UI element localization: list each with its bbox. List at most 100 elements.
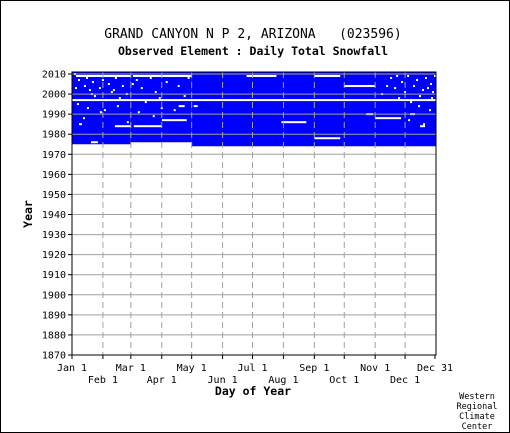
missing-day-63	[152, 115, 155, 118]
missing-day-19	[135, 79, 138, 82]
missing-day-1	[77, 79, 80, 82]
missing-day-24	[158, 97, 161, 100]
missing-gap-18	[90, 141, 98, 144]
y-tick-label: 1910	[42, 270, 66, 281]
y-tick-label: 1960	[42, 170, 66, 181]
missing-gap-7	[161, 119, 187, 122]
missing-day-5	[88, 89, 91, 92]
y-axis-ticks: 2010 2000 1990 1980 1970 1960 1950 1940 1930 1920…	[42, 70, 72, 362]
missing-day-25	[165, 81, 168, 84]
x-tick-label: Jul 1	[237, 363, 267, 374]
missing-day-32	[398, 97, 401, 100]
missing-day-59	[429, 109, 432, 112]
x-axis-ticks: Jan 1 Mar 1 May 1 Jul 1 Sep 1 Nov 1 Dec 31 Feb …	[57, 355, 453, 386]
grid-layer	[72, 72, 436, 355]
missing-gap-6	[133, 125, 162, 128]
missing-day-40	[422, 89, 425, 92]
x-tick-label: Mar 1	[116, 363, 146, 374]
y-tick-label: 1940	[42, 210, 66, 221]
missing-gap-15	[178, 105, 185, 108]
missing-day-57	[173, 109, 176, 112]
missing-day-14	[114, 77, 117, 80]
missing-day-12	[107, 83, 110, 86]
missing-day-61	[99, 111, 102, 114]
x-tick-label: Aug 1	[268, 375, 298, 386]
missing-day-37	[413, 85, 416, 88]
missing-day-47	[386, 85, 389, 88]
missing-gap-8	[281, 121, 307, 124]
y-tick-label: 1900	[42, 290, 66, 301]
y-axis-label: Year	[21, 200, 35, 228]
x-tick-label: Oct 1	[329, 375, 359, 386]
missing-day-27	[177, 85, 180, 88]
missing-day-10	[101, 79, 104, 82]
missing-day-23	[154, 91, 157, 94]
missing-day-3	[83, 85, 86, 88]
missing-day-41	[425, 77, 428, 80]
missing-day-58	[418, 105, 421, 108]
missing-day-18	[128, 75, 131, 78]
missing-day-30	[390, 77, 393, 80]
missing-day-29	[187, 77, 190, 80]
missing-day-35	[407, 75, 410, 78]
x-tick-label: Sep 1	[299, 363, 329, 374]
credit-line: Climate	[459, 412, 495, 422]
x-tick-label: Dec 31	[417, 363, 453, 374]
x-axis-label: Day of Year	[215, 384, 291, 398]
missing-day-28	[183, 95, 186, 98]
missing-day-54	[116, 105, 119, 108]
missing-gap-3	[246, 75, 277, 78]
missing-gap-4	[314, 75, 341, 78]
chart-subtitle: Observed Element : Daily Total Snowfall	[118, 44, 388, 58]
y-tick-label: 1880	[42, 330, 66, 341]
y-tick-label: 1930	[42, 230, 66, 241]
data-layer	[72, 72, 437, 147]
missing-gap-0	[72, 99, 436, 102]
x-tick-label: May 1	[177, 363, 207, 374]
missing-day-56	[160, 107, 163, 110]
missing-day-64	[408, 119, 411, 122]
missing-day-43	[430, 83, 433, 86]
x-tick-label: Jan 1	[57, 363, 87, 374]
missing-day-69	[131, 83, 134, 86]
missing-day-65	[423, 123, 426, 126]
missing-gap-17	[78, 123, 82, 126]
credit-line: Center	[462, 422, 493, 432]
missing-day-68	[112, 89, 115, 92]
missing-day-51	[76, 103, 79, 106]
y-tick-label: 1920	[42, 250, 66, 261]
credit-line: Western	[459, 392, 495, 402]
y-tick-label: 2000	[42, 90, 66, 101]
missing-day-13	[110, 91, 113, 94]
record-span-0	[72, 72, 131, 145]
x-tick-label: Apr 1	[147, 375, 177, 386]
x-tick-label: Jun 1	[208, 375, 238, 386]
missing-gap-5	[114, 125, 131, 128]
missing-day-36	[410, 101, 413, 104]
missing-day-21	[144, 101, 147, 104]
missing-day-53	[103, 109, 106, 112]
missing-day-52	[86, 107, 89, 110]
missing-day-48	[396, 75, 399, 78]
missing-gap-16	[193, 105, 198, 108]
missing-day-55	[137, 111, 140, 114]
missing-day-4	[85, 77, 88, 80]
missing-day-44	[432, 91, 435, 94]
missing-day-20	[140, 87, 143, 90]
missing-day-9	[98, 87, 101, 90]
missing-day-42	[428, 99, 431, 102]
x-tick-label: Nov 1	[360, 363, 390, 374]
missing-gap-12	[420, 125, 426, 128]
missing-day-7	[93, 95, 96, 98]
missing-day-11	[104, 99, 107, 102]
missing-gap-11	[375, 117, 402, 120]
missing-day-8	[96, 75, 99, 78]
missing-day-50	[431, 97, 434, 100]
missing-day-66	[74, 87, 77, 90]
missing-day-49	[427, 87, 430, 90]
missing-day-45	[434, 75, 437, 78]
y-tick-label: 1990	[42, 110, 66, 121]
y-tick-label: 1890	[42, 310, 66, 321]
